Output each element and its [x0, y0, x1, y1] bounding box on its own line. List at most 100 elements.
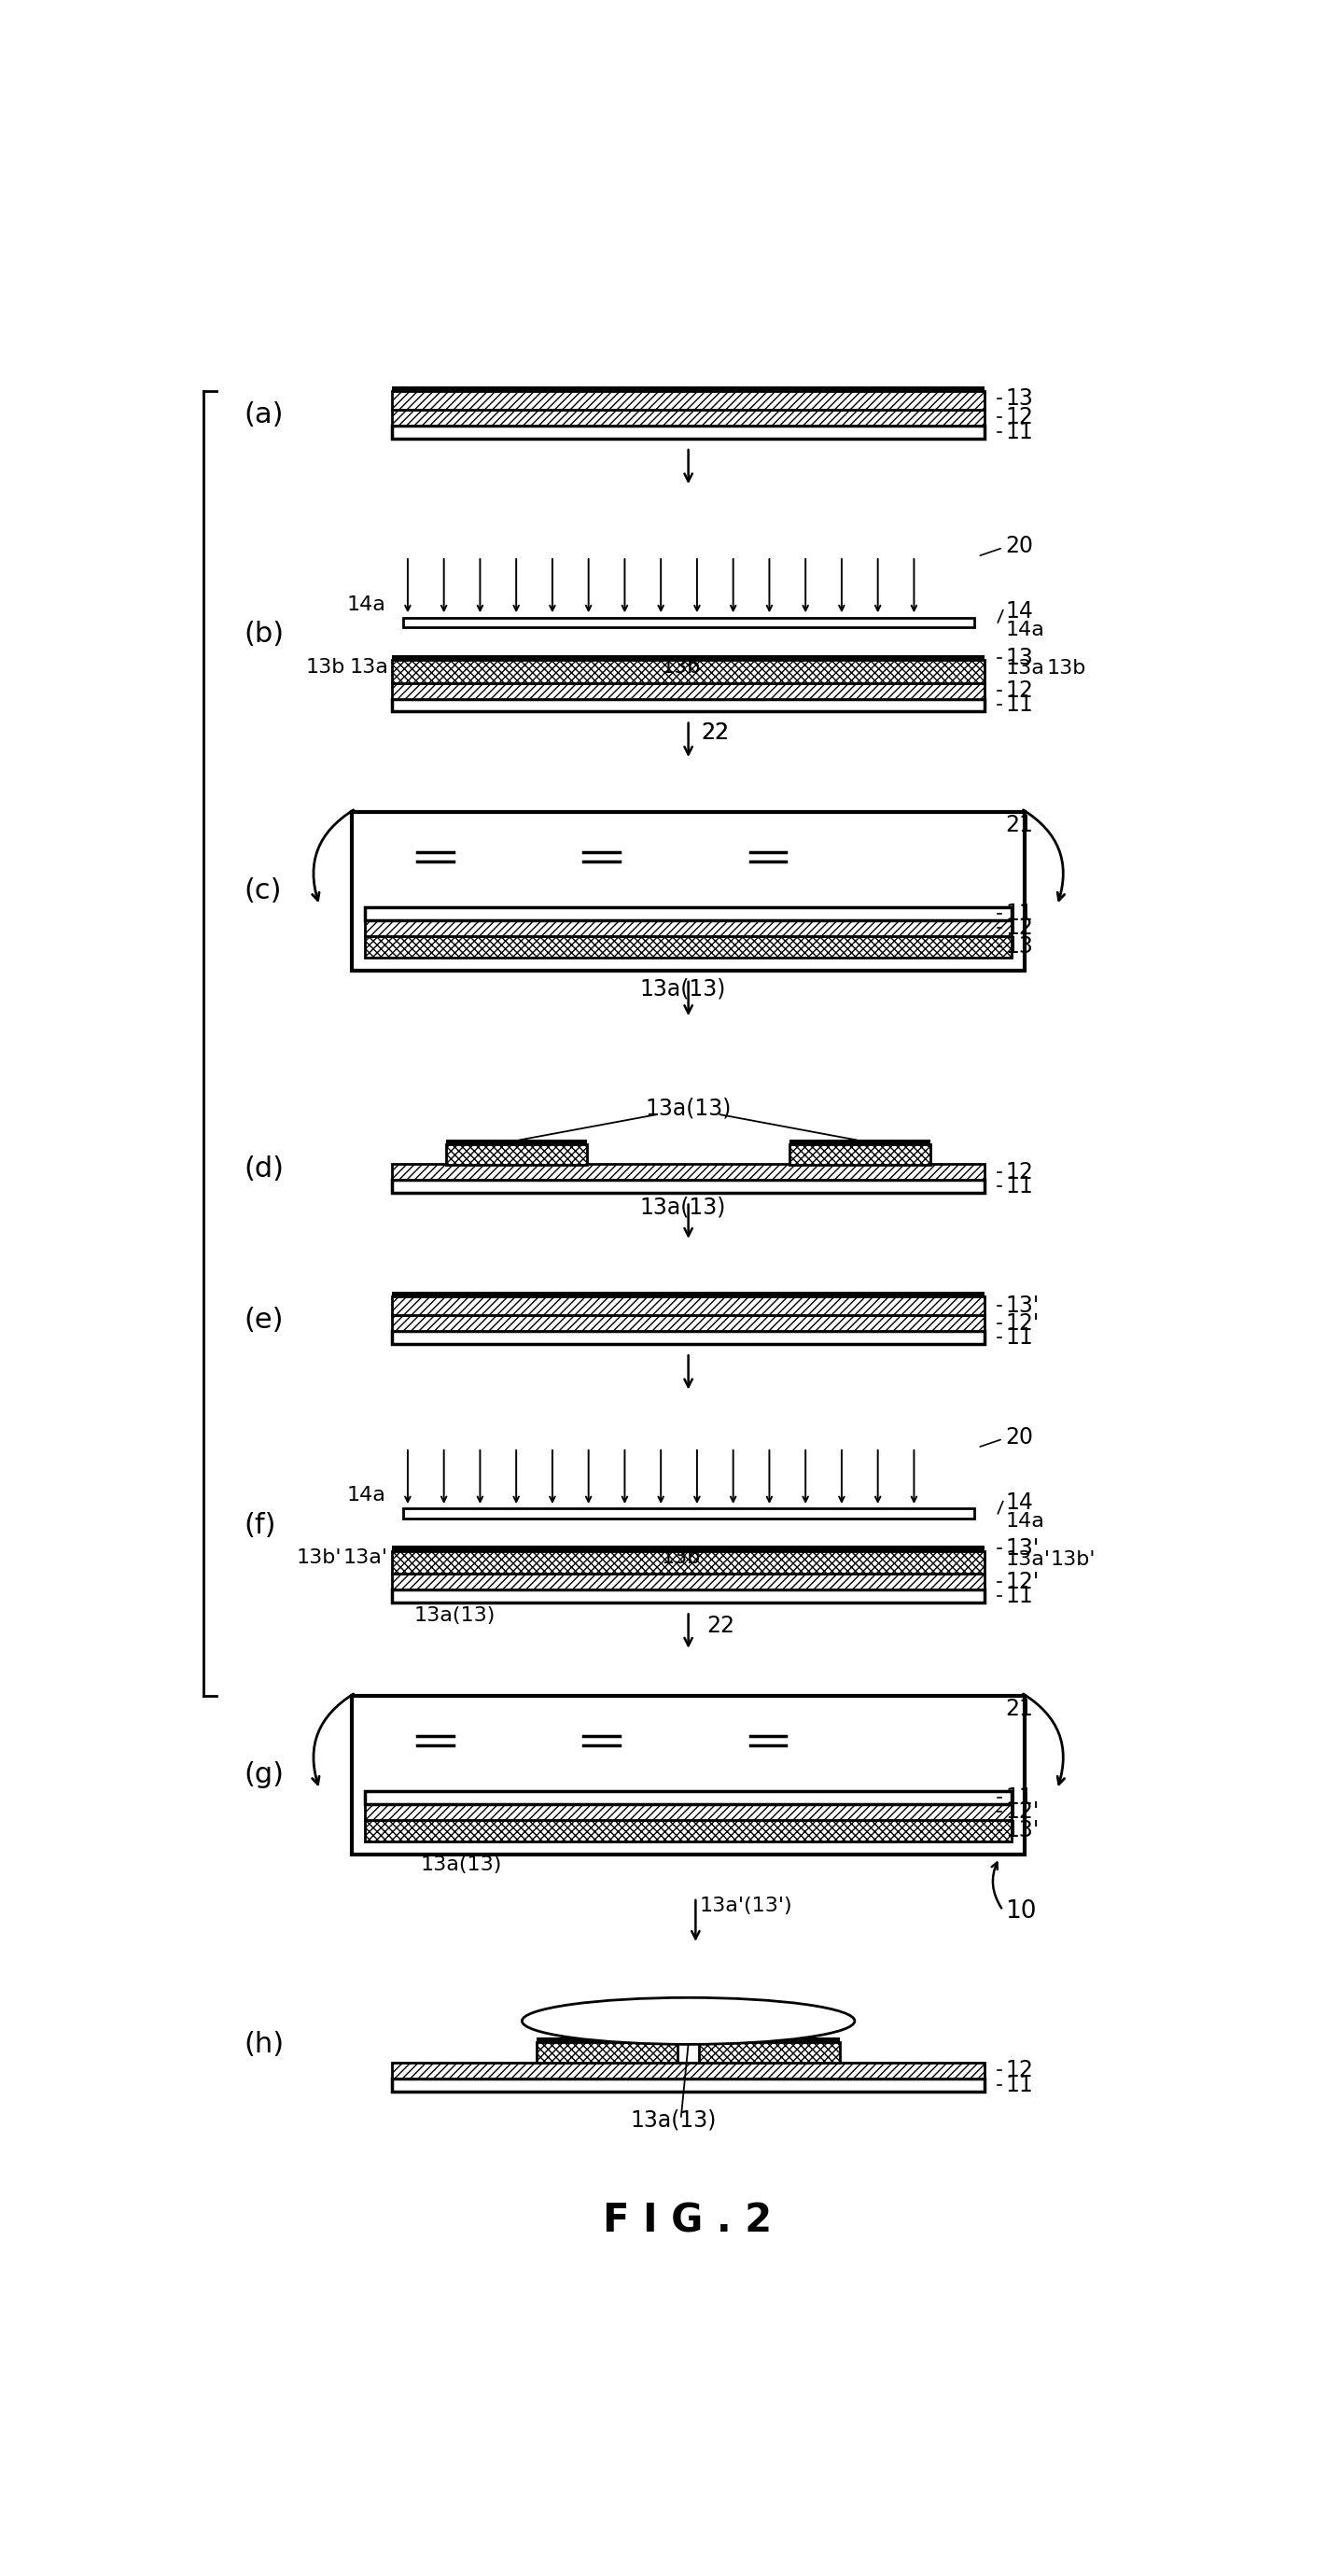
Bar [392, 1296, 984, 1316]
Bar [536, 2038, 677, 2043]
Bar [392, 683, 984, 698]
Bar [447, 1139, 587, 1144]
Text: 12: 12 [1006, 680, 1033, 701]
Text: 11: 11 [1006, 1327, 1033, 1350]
Ellipse shape [522, 1996, 854, 2045]
Bar [392, 386, 984, 392]
Text: 22: 22 [701, 721, 730, 744]
Bar [790, 1139, 931, 1144]
Text: 14a: 14a [1006, 1512, 1045, 1530]
Bar [536, 2043, 677, 2063]
Bar [392, 659, 984, 683]
Text: 11: 11 [1006, 2074, 1033, 2097]
Text: 13a(13): 13a(13) [645, 1097, 731, 1121]
Bar [392, 425, 984, 438]
Text: 12: 12 [1006, 917, 1033, 940]
Bar [392, 392, 984, 410]
Text: 13b': 13b' [296, 1548, 341, 1566]
Text: 13': 13' [1006, 1819, 1039, 1842]
Bar [353, 811, 1025, 971]
Text: 12: 12 [1006, 407, 1033, 428]
Text: 13b: 13b [306, 657, 345, 677]
Text: 10: 10 [1006, 1899, 1037, 1924]
Bar [790, 1144, 931, 1164]
Bar [365, 1790, 1011, 1803]
Text: 13a: 13a [1006, 659, 1045, 677]
Bar [392, 1589, 984, 1602]
Bar [447, 1144, 587, 1164]
Text: 20: 20 [1006, 536, 1033, 556]
Bar [392, 1551, 984, 1574]
Text: 11: 11 [1006, 1175, 1033, 1198]
Text: 11: 11 [1006, 420, 1033, 443]
Text: 14: 14 [1006, 600, 1033, 623]
Bar [392, 1180, 984, 1193]
Text: 14a: 14a [347, 595, 386, 613]
Text: 22: 22 [701, 721, 730, 744]
Text: 13a(13): 13a(13) [421, 1855, 503, 1875]
Bar [699, 2043, 841, 2063]
Bar [392, 410, 984, 425]
Bar [392, 2079, 984, 2092]
Bar [402, 618, 974, 629]
FancyArrowPatch shape [1023, 1695, 1065, 1785]
Text: 13a(13): 13a(13) [630, 2110, 717, 2130]
Bar [392, 1164, 984, 1180]
Text: 11: 11 [1006, 1584, 1033, 1607]
Text: 13b': 13b' [1050, 1551, 1096, 1569]
Text: 12: 12 [1006, 1162, 1033, 1182]
Bar [392, 1332, 984, 1345]
FancyArrowPatch shape [992, 1862, 1002, 1909]
Bar [699, 2038, 841, 2043]
Text: 13: 13 [1006, 935, 1033, 958]
Text: 11: 11 [1006, 1785, 1033, 1808]
Text: (d): (d) [244, 1154, 284, 1182]
FancyArrowPatch shape [312, 809, 354, 902]
FancyArrowPatch shape [1023, 809, 1065, 902]
Text: (e): (e) [244, 1306, 283, 1334]
Text: 12': 12' [1006, 1311, 1039, 1334]
Text: 13a(13): 13a(13) [413, 1607, 495, 1625]
Bar [353, 1695, 1025, 1855]
Text: 13a': 13a' [343, 1548, 388, 1566]
Text: 20: 20 [1006, 1427, 1033, 1448]
Text: 12': 12' [1006, 1571, 1039, 1592]
Text: F I G . 2: F I G . 2 [602, 2200, 771, 2241]
FancyArrowPatch shape [312, 1695, 354, 1785]
Text: 14: 14 [1006, 1492, 1033, 1515]
Text: (c): (c) [244, 878, 282, 904]
Bar [392, 654, 984, 659]
Text: 13b: 13b [661, 1548, 701, 1566]
Text: 21: 21 [1006, 814, 1033, 837]
Bar [392, 1291, 984, 1296]
Text: 14a: 14a [347, 1486, 386, 1504]
Text: 13a: 13a [349, 657, 388, 677]
Bar [365, 1803, 1011, 1819]
Text: 11: 11 [1006, 902, 1033, 925]
Text: 11: 11 [1006, 693, 1033, 716]
Text: 13: 13 [1006, 647, 1033, 670]
Bar [392, 698, 984, 711]
Bar [392, 1574, 984, 1589]
Bar [392, 1546, 984, 1551]
Bar [365, 920, 1011, 935]
Text: (g): (g) [244, 1762, 284, 1788]
Text: 12: 12 [1006, 2058, 1033, 2081]
Bar [365, 907, 1011, 920]
Bar [365, 1819, 1011, 1842]
Text: 13': 13' [1006, 1538, 1039, 1561]
Text: (b): (b) [244, 621, 284, 647]
Text: 13a'(13'): 13a'(13') [699, 1896, 793, 1917]
Text: (h): (h) [244, 2030, 284, 2058]
Bar [392, 1316, 984, 1332]
Text: 13': 13' [1006, 1296, 1039, 1316]
Text: (a): (a) [244, 402, 283, 428]
Text: 13a(13): 13a(13) [640, 979, 725, 999]
Text: 13b: 13b [1046, 659, 1086, 677]
Text: (f): (f) [244, 1512, 276, 1538]
Bar [365, 935, 1011, 958]
Text: 13: 13 [1006, 389, 1033, 410]
Bar [392, 2063, 984, 2079]
Text: 13b: 13b [661, 657, 701, 677]
Text: 12': 12' [1006, 1801, 1039, 1824]
